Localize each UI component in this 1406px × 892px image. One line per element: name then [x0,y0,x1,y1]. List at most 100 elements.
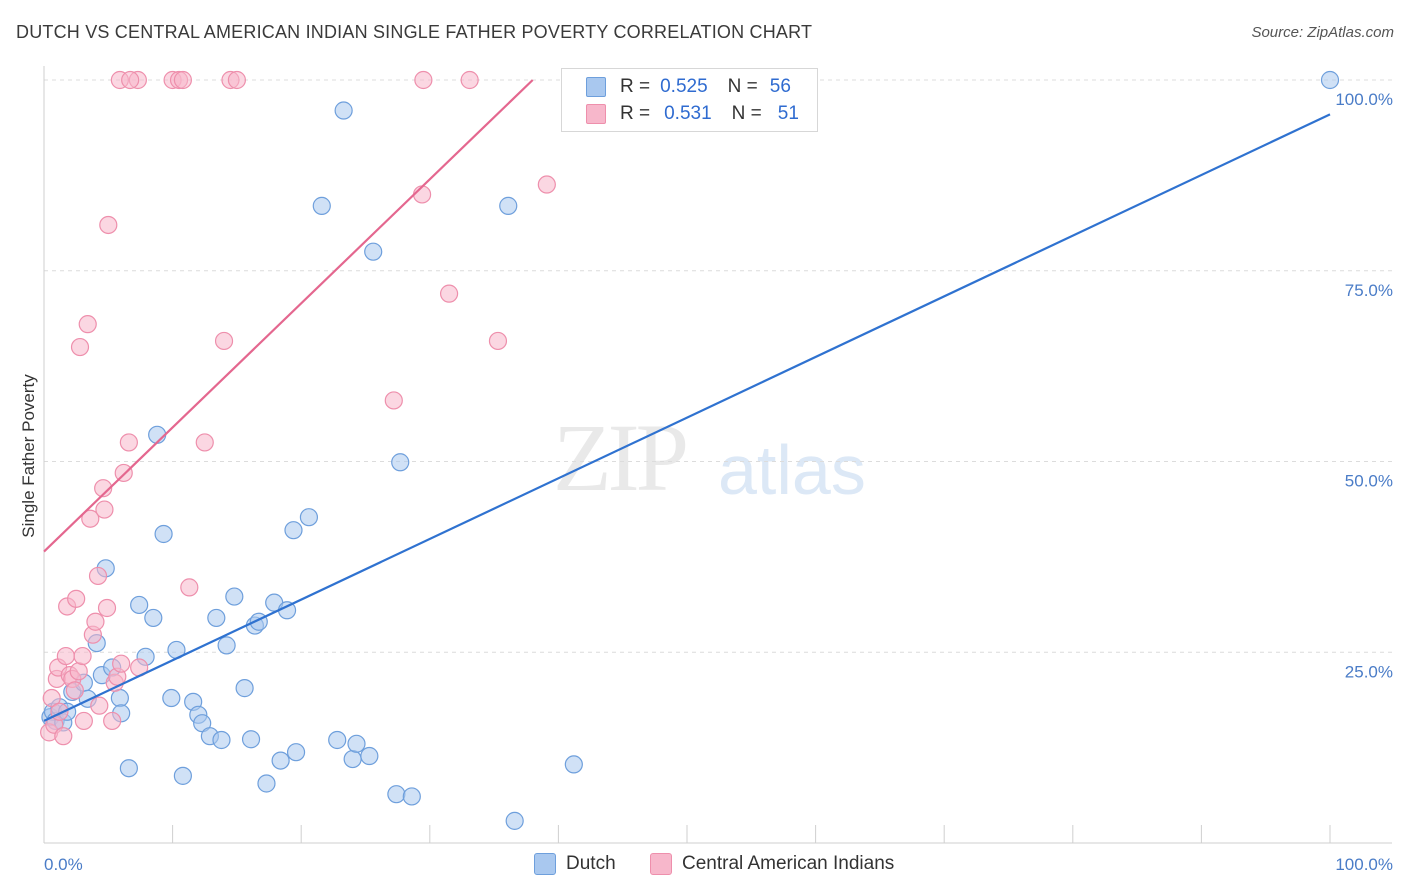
cai-point [94,479,113,498]
cai-point [88,566,108,586]
dutch-point [130,595,149,615]
dutch-point [364,242,383,261]
cai-point [74,711,93,731]
dutch-point [343,749,362,769]
dutch-legend-label: Dutch [566,853,616,874]
cai-point [86,612,105,631]
chart-title: DUTCH VS CENTRAL AMERICAN INDIAN SINGLE … [16,22,813,42]
dutch-point [241,730,261,749]
dutch-point [173,766,192,785]
cai-point [214,331,234,351]
legend-row-dutch: R = 0.525 N = 56 [586,74,791,100]
legend-n-label: N = [727,76,758,97]
cai-point [119,433,138,452]
watermark-zip: ZIP [553,404,689,511]
cai-point [69,662,88,681]
cai-point [78,315,97,334]
dutch-point [347,734,366,753]
dutch-point [154,524,173,544]
cai-point [81,509,100,528]
y-tick-label: 25.0% [1345,662,1393,681]
dutch-point [1320,70,1340,90]
cai-point [65,681,84,700]
cai-point [439,284,459,303]
cai-point [460,70,479,90]
cai-point [414,70,433,90]
cai-point [103,711,122,731]
dutch-point [217,636,236,655]
cai-point [180,578,199,597]
y-tick-label: 75.0% [1345,281,1393,300]
dutch-point [387,785,406,804]
x-tick-label: 100.0% [1335,855,1393,874]
chart-source: Source: ZipAtlas.com [1251,24,1394,41]
cai-point [112,654,131,673]
x-tick-label: 0.0% [44,855,83,874]
legend-r-value: 0.525 [660,76,708,97]
cai-point [173,70,192,90]
cai-point [384,391,403,410]
dutch-point [225,587,244,606]
cai-point [99,215,118,235]
cai-point [488,331,508,351]
cai-point [67,589,86,608]
cai-point [42,688,61,708]
cai-point [97,598,117,618]
legend-r-label: R = [620,76,651,97]
cai-point [73,646,92,666]
dutch-point [334,101,353,120]
correlation-legend: R = 0.525 N = 56 R = 0.531 N = 51 [561,68,818,132]
cai-trend-line [43,79,534,553]
y-tick-label: 100.0% [1335,90,1393,109]
dutch-point [286,743,306,762]
dutch-point [505,811,524,830]
dutch-point [207,608,226,628]
legend-n-value: 56 [769,76,791,97]
dutch-point [110,688,129,708]
y-tick-label: 50.0% [1345,472,1393,491]
dutch-point [312,196,331,215]
dutch-point [257,774,276,793]
watermark-atlas: atlas [718,431,866,509]
cai-point [70,337,90,357]
cai-swatch [586,104,606,124]
dutch-point [391,453,410,472]
cai-point [412,185,432,204]
dutch-point [284,521,303,540]
dutch-point [402,787,421,806]
cai-legend-label: Central American Indians [682,853,895,874]
cai-point [95,500,114,519]
cai-point [90,696,109,715]
dutch-point [212,730,231,750]
cai-point [56,646,75,666]
legend-r-label: R = [620,103,651,124]
dutch-point [144,608,163,628]
cai-point [54,727,73,746]
dutch-point [148,425,167,444]
cai-point [121,70,140,90]
legend-item-cai[interactable]: Central American Indians [650,853,894,875]
cai-point [227,70,246,90]
dutch-point [235,679,254,698]
dutch-trend-line [43,113,1331,722]
cai-point [537,175,556,194]
dutch-swatch [586,77,606,97]
dutch-point [360,746,379,766]
legend-n-value: 51 [777,103,799,124]
legend-r-value: 0.531 [664,103,712,124]
dutch-point [271,751,290,770]
y-axis-title: Single Father Poverty [19,374,38,538]
dutch-point [299,508,319,527]
dutch-point [564,755,583,774]
legend-row-cai: R = 0.531 N = 51 [586,101,799,127]
dutch-point [162,688,181,708]
cai-legend-swatch [650,853,672,875]
series-legend: Dutch Central American Indians [0,851,1406,879]
legend-item-dutch[interactable]: Dutch [534,853,616,875]
legend-n-label: N = [731,103,762,124]
dutch-point [119,759,138,778]
dutch-legend-swatch [534,853,556,875]
dutch-point [499,196,518,215]
dutch-point [328,730,347,750]
